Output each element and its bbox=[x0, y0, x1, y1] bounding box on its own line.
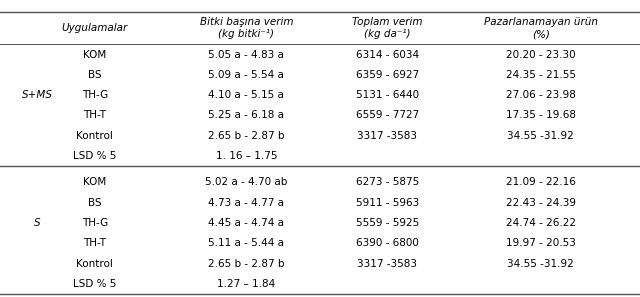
Text: Kontrol: Kontrol bbox=[76, 131, 113, 141]
Text: Pazarlanamayan ürün
(%): Pazarlanamayan ürün (%) bbox=[484, 17, 598, 39]
Text: 2.65 b - 2.87 b: 2.65 b - 2.87 b bbox=[208, 259, 285, 268]
Text: 5.11 a - 5.44 a: 5.11 a - 5.44 a bbox=[209, 238, 284, 248]
Text: Bitki başına verim
(kg bitki⁻¹): Bitki başına verim (kg bitki⁻¹) bbox=[200, 17, 293, 39]
Text: 4.73 a - 4.77 a: 4.73 a - 4.77 a bbox=[209, 198, 284, 208]
Text: Kontrol: Kontrol bbox=[76, 259, 113, 268]
Text: 5131 - 6440: 5131 - 6440 bbox=[356, 90, 419, 100]
Text: 1.27 – 1.84: 1.27 – 1.84 bbox=[217, 279, 276, 289]
Text: 27.06 - 23.98: 27.06 - 23.98 bbox=[506, 90, 576, 100]
Text: 4.10 a - 5.15 a: 4.10 a - 5.15 a bbox=[209, 90, 284, 100]
Text: TH-T: TH-T bbox=[83, 238, 106, 248]
Text: 5559 - 5925: 5559 - 5925 bbox=[356, 218, 419, 228]
Text: 34.55 -31.92: 34.55 -31.92 bbox=[508, 259, 574, 268]
Text: 5.25 a - 6.18 a: 5.25 a - 6.18 a bbox=[209, 110, 284, 120]
Text: TH-G: TH-G bbox=[81, 218, 108, 228]
Text: S: S bbox=[34, 218, 40, 228]
Text: 22.43 - 24.39: 22.43 - 24.39 bbox=[506, 198, 576, 208]
Text: 4.45 a - 4.74 a: 4.45 a - 4.74 a bbox=[209, 218, 284, 228]
Text: 20.20 - 23.30: 20.20 - 23.30 bbox=[506, 50, 575, 59]
Text: 5.09 a - 5.54 a: 5.09 a - 5.54 a bbox=[209, 70, 284, 80]
Text: 6314 - 6034: 6314 - 6034 bbox=[356, 50, 419, 59]
Text: LSD % 5: LSD % 5 bbox=[73, 279, 116, 289]
Text: 21.09 - 22.16: 21.09 - 22.16 bbox=[506, 177, 576, 187]
Text: 3317 -3583: 3317 -3583 bbox=[357, 131, 417, 141]
Text: 6390 - 6800: 6390 - 6800 bbox=[356, 238, 419, 248]
Text: S+MS: S+MS bbox=[22, 90, 52, 100]
Text: 19.97 - 20.53: 19.97 - 20.53 bbox=[506, 238, 576, 248]
Text: 6273 - 5875: 6273 - 5875 bbox=[356, 177, 419, 187]
Text: 24.74 - 26.22: 24.74 - 26.22 bbox=[506, 218, 576, 228]
Text: KOM: KOM bbox=[83, 177, 106, 187]
Text: TH-T: TH-T bbox=[83, 110, 106, 120]
Text: 2.65 b - 2.87 b: 2.65 b - 2.87 b bbox=[208, 131, 285, 141]
Text: 3317 -3583: 3317 -3583 bbox=[357, 259, 417, 268]
Text: LSD % 5: LSD % 5 bbox=[73, 151, 116, 161]
Text: KOM: KOM bbox=[83, 50, 106, 59]
Text: Uygulamalar: Uygulamalar bbox=[61, 23, 128, 33]
Text: 5.02 a - 4.70 ab: 5.02 a - 4.70 ab bbox=[205, 177, 287, 187]
Text: BS: BS bbox=[88, 198, 102, 208]
Text: 24.35 - 21.55: 24.35 - 21.55 bbox=[506, 70, 576, 80]
Text: 5911 - 5963: 5911 - 5963 bbox=[356, 198, 419, 208]
Text: 17.35 - 19.68: 17.35 - 19.68 bbox=[506, 110, 576, 120]
Text: TH-G: TH-G bbox=[81, 90, 108, 100]
Text: 5.05 a - 4.83 a: 5.05 a - 4.83 a bbox=[209, 50, 284, 59]
Text: BS: BS bbox=[88, 70, 102, 80]
Text: 6359 - 6927: 6359 - 6927 bbox=[356, 70, 419, 80]
Text: 34.55 -31.92: 34.55 -31.92 bbox=[508, 131, 574, 141]
Text: 6559 - 7727: 6559 - 7727 bbox=[356, 110, 419, 120]
Text: Toplam verim
(kg da⁻¹): Toplam verim (kg da⁻¹) bbox=[352, 17, 422, 39]
Text: 1. 16 – 1.75: 1. 16 – 1.75 bbox=[216, 151, 277, 161]
